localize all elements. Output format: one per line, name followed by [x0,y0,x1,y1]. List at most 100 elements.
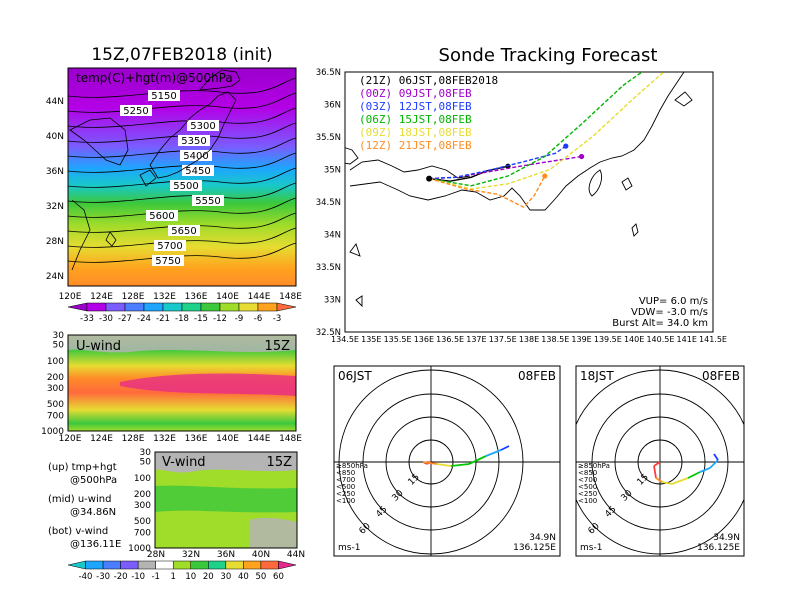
lon-tick-label: 140.5E [646,335,674,344]
lon-tick-label: 141E [677,335,697,344]
colorbar-tick-label: 1 [171,572,176,582]
pressure-tick-label: 30 [140,448,152,458]
pressure-tick-label: 200 [47,373,64,383]
bot-panel-time: 15Z [267,455,293,470]
colorbar-tick-label: -1 [151,572,159,582]
sonde-track [428,72,665,190]
lon-tick-label: 140E [216,292,239,302]
pressure-tick-label: 50 [53,341,65,351]
height-contour [67,197,297,218]
colorbar-tick-label: -18 [175,314,189,324]
colorbar-tick-label: 50 [256,572,267,582]
landing-point [563,143,569,149]
lat-tick-label: 40N [252,550,270,560]
lon-tick-label: 144E [248,292,271,302]
colorbar-tick-label: -33 [80,314,94,324]
colorbar-swatch [219,302,240,312]
hodograph-segment [450,463,470,467]
sonde-track [428,175,546,209]
pressure-legend-item: <250 [336,490,355,498]
panel-legend: (up) tmp+hgt @500hPa (mid) u-wind @34.86N (b… [48,462,121,550]
lat-tick-label: 35.5N [316,133,341,143]
japan-coastline [69,69,241,271]
colorbar-tick-label: -20 [114,572,128,582]
mid-panel-label: U-wind [76,339,121,354]
colorbar-tick-label: -27 [118,314,132,324]
info-line: VUP= 6.0 m/s [639,296,708,307]
left-title: 15Z,07FEB2018 (init) [91,45,272,65]
colorbar-tick-label: -9 [235,314,243,324]
pressure-tick-label: 700 [47,412,64,422]
legend-line: @136.11E [70,539,121,550]
legend-line: (bot) v-wind [48,526,108,537]
lat-tick-label: 24N [46,272,64,282]
contour-label-bg [192,195,224,206]
temp-field [67,67,297,287]
lon-tick-label: 148E [279,292,302,302]
pressure-tick-label: 30 [53,331,65,341]
lat-tick-label: 44N [287,550,305,560]
colorbar-swatch [225,560,244,570]
colorbar-swatch [120,560,139,570]
colorbar-swatch [102,560,121,570]
info-line: Burst Alt= 34.0 km [612,318,708,329]
contour-label: 5400 [183,151,208,162]
lat-tick-label: 28N [147,550,165,560]
top-lon-ticks: 120E 124E 128E 132E 136E 140E 144E 148E [59,292,303,302]
lon-tick-label: 138E [519,335,539,344]
pressure-tick-label: 1000 [128,544,151,554]
colorbar-swatch [67,302,88,312]
lon-tick-label: 136E [185,292,208,302]
hodograph-segment [687,471,701,479]
pressure-legend-item: <700 [336,476,355,484]
contour-label: 5150 [151,91,176,102]
lon-tick-label: 144E [248,434,271,444]
contour-label-bg [182,165,214,176]
hodograph-segment [468,455,487,465]
hodograph-segment [713,453,719,461]
pressure-legend-item: ≥850hPa [578,462,610,470]
lon-tick-label: 124E [90,434,113,444]
legend-line: (up) tmp+hgt [48,462,117,473]
colorbar-swatch [260,560,279,570]
bot-panel-label: V-wind [162,455,206,470]
bot-lat-ticks: 28N 32N 36N 40N 44N [147,550,305,560]
hodograph-segment [699,467,711,473]
legend-line: @34.86N [70,507,116,518]
contour-label-bg [154,240,186,251]
colorbar-swatch [67,560,86,570]
hodograph-time: 18JST [580,369,614,383]
mid-lon-ticks: 120E 124E 128E 132E 136E 140E 144E 148E [59,434,303,444]
height-contour [67,212,297,233]
colorbar-swatch [238,302,259,312]
lon-tick-label: 135.5E [384,335,412,344]
pressure-legend-item: <250 [578,490,597,498]
pressure-legend-item: <850 [578,469,597,477]
lon-tick-label: 120E [59,292,82,302]
colorbar-tick-label: -10 [131,572,145,582]
main-title: Sonde Tracking Forecast [439,45,658,66]
pressure-tick-label: 300 [134,501,151,511]
track-legend-item: (12Z) 21JST,08FEB [359,139,472,152]
hodograph-lat: 34.9N [529,533,556,543]
hodograph-segment [661,481,673,485]
map-coastline [345,72,693,308]
contour-label: 5700 [157,241,182,252]
height-contour [67,122,297,143]
pressure-tick-label: 100 [134,474,151,484]
info-line: VDW= -3.0 m/s [631,307,708,318]
lon-tick-label: 138.5E [541,335,569,344]
pressure-legend-item: <500 [578,483,597,491]
lat-tick-label: 44N [46,97,64,107]
pressure-tick-label: 100 [47,357,64,367]
colorbar-swatch [278,560,297,570]
height-contour [67,152,297,173]
colorbar-swatch [200,302,221,312]
colorbar-tick-label: -3 [273,314,281,324]
contour-label-bg [180,150,212,161]
hodograph-segment [500,445,510,451]
track-legend-item: (09Z) 18JST,08FEB [359,126,472,139]
track-map-frame [344,71,714,333]
